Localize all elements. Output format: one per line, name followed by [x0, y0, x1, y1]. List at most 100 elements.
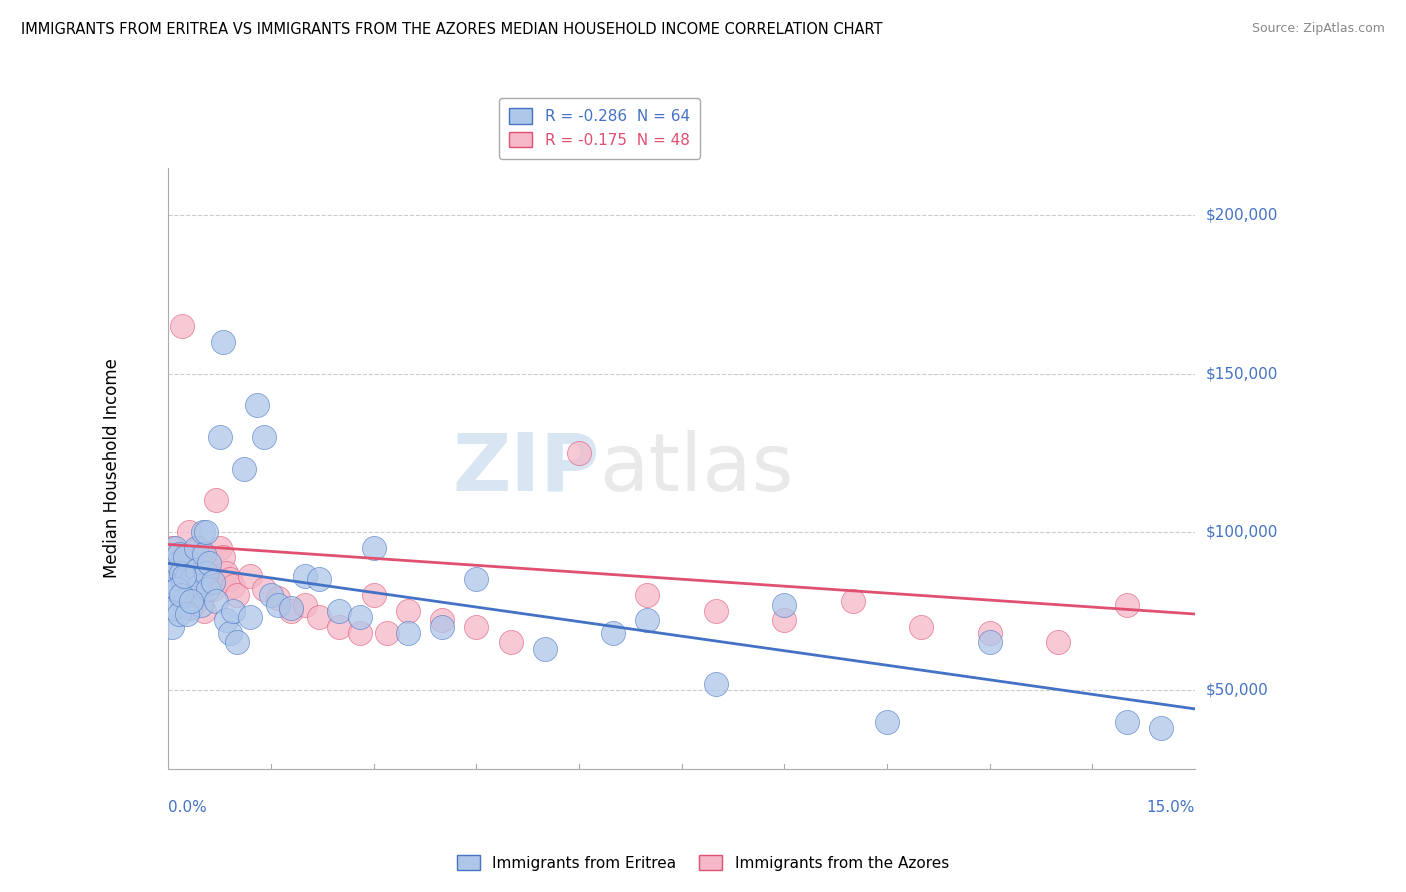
Text: $200,000: $200,000 — [1206, 208, 1278, 223]
Point — [1150, 721, 1173, 735]
Point — [349, 610, 371, 624]
Text: Source: ZipAtlas.com: Source: ZipAtlas.com — [1251, 22, 1385, 36]
Point — [183, 591, 205, 606]
Point — [170, 588, 193, 602]
Point — [246, 398, 269, 412]
Point — [166, 557, 188, 571]
Point — [396, 604, 419, 618]
Point — [773, 598, 796, 612]
Point — [160, 582, 183, 596]
Point — [172, 569, 194, 583]
Point — [225, 588, 247, 602]
Point — [363, 541, 385, 555]
Point — [568, 446, 591, 460]
Point — [979, 635, 1001, 649]
Point — [184, 541, 207, 555]
Point — [176, 607, 198, 621]
Point — [167, 607, 190, 621]
Point — [375, 626, 398, 640]
Point — [179, 582, 201, 596]
Point — [533, 641, 555, 656]
Text: $50,000: $50,000 — [1206, 682, 1268, 698]
Point — [186, 594, 208, 608]
Point — [201, 575, 224, 590]
Point — [194, 557, 217, 571]
Point — [191, 524, 214, 539]
Text: 15.0%: 15.0% — [1147, 799, 1195, 814]
Point — [465, 572, 488, 586]
Text: 0.0%: 0.0% — [169, 799, 207, 814]
Text: ZIP: ZIP — [453, 430, 599, 508]
Point — [267, 591, 290, 606]
Point — [979, 626, 1001, 640]
Point — [184, 572, 207, 586]
Point — [186, 563, 208, 577]
Legend: Immigrants from Eritrea, Immigrants from the Azores: Immigrants from Eritrea, Immigrants from… — [449, 846, 957, 880]
Text: atlas: atlas — [599, 430, 794, 508]
Point — [704, 676, 727, 690]
Point — [219, 572, 242, 586]
Point — [188, 578, 211, 592]
Legend: R = -0.286  N = 64, R = -0.175  N = 48: R = -0.286 N = 64, R = -0.175 N = 48 — [499, 97, 700, 159]
Point — [180, 594, 202, 608]
Point — [260, 588, 283, 602]
Point — [636, 588, 658, 602]
Text: $150,000: $150,000 — [1206, 366, 1278, 381]
Point — [170, 594, 193, 608]
Point — [205, 493, 228, 508]
Point — [194, 566, 217, 580]
Point — [876, 714, 898, 729]
Point — [349, 626, 371, 640]
Point — [212, 334, 235, 349]
Point — [165, 550, 187, 565]
Point — [198, 572, 221, 586]
Point — [253, 430, 276, 444]
Point — [1115, 598, 1137, 612]
Point — [201, 582, 224, 596]
Point — [208, 430, 231, 444]
Point — [197, 582, 219, 596]
Point — [842, 594, 865, 608]
Point — [191, 550, 214, 565]
Point — [166, 557, 188, 571]
Point — [253, 582, 276, 596]
Point — [363, 588, 385, 602]
Point — [308, 572, 330, 586]
Point — [222, 604, 245, 618]
Text: IMMIGRANTS FROM ERITREA VS IMMIGRANTS FROM THE AZORES MEDIAN HOUSEHOLD INCOME CO: IMMIGRANTS FROM ERITREA VS IMMIGRANTS FR… — [21, 22, 883, 37]
Text: Median Household Income: Median Household Income — [103, 359, 121, 578]
Point — [602, 626, 624, 640]
Point — [188, 541, 211, 555]
Point — [636, 613, 658, 627]
Point — [1115, 714, 1137, 729]
Point — [499, 635, 522, 649]
Point — [294, 569, 316, 583]
Point — [239, 569, 262, 583]
Point — [328, 604, 350, 618]
Point — [910, 620, 932, 634]
Point — [179, 600, 201, 615]
Point — [267, 598, 290, 612]
Point — [170, 319, 193, 334]
Point — [430, 620, 453, 634]
Point — [193, 604, 215, 618]
Point — [172, 575, 194, 590]
Point — [194, 524, 217, 539]
Point — [294, 598, 316, 612]
Point — [160, 541, 183, 555]
Text: $100,000: $100,000 — [1206, 524, 1278, 540]
Point — [232, 461, 254, 475]
Point — [205, 594, 228, 608]
Point — [169, 566, 191, 580]
Point — [704, 604, 727, 618]
Point — [465, 620, 488, 634]
Point — [208, 541, 231, 555]
Point — [162, 620, 184, 634]
Point — [181, 563, 204, 577]
Point — [215, 613, 238, 627]
Point — [215, 566, 238, 580]
Point — [280, 600, 302, 615]
Point — [193, 547, 215, 561]
Point — [328, 620, 350, 634]
Point — [1047, 635, 1070, 649]
